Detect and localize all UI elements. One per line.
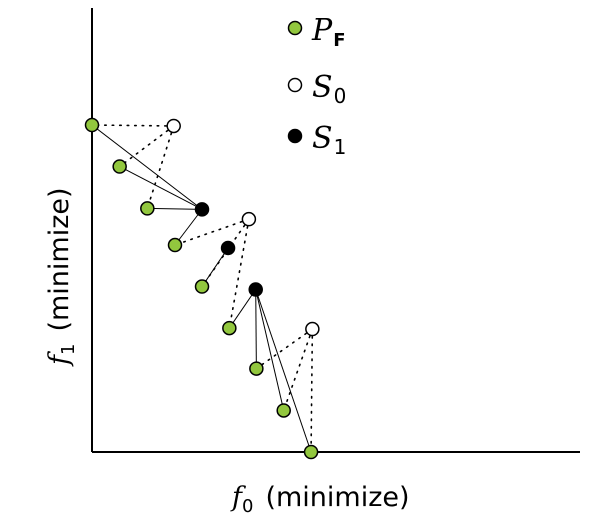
s1-link	[91, 124, 203, 210]
s0-points	[166, 118, 320, 337]
x-axis-label: f0 (minimize)	[230, 482, 410, 517]
s0-link	[255, 328, 314, 370]
s1-point	[248, 282, 263, 297]
pareto-point	[249, 361, 264, 376]
s0-link	[228, 218, 250, 329]
pareto-point	[303, 444, 319, 460]
s1-link	[201, 247, 229, 287]
s0-link	[282, 328, 314, 412]
s1-solid-links	[91, 124, 312, 453]
pareto-point	[194, 279, 210, 294]
s1-link	[255, 289, 312, 453]
legend-marker-pareto	[287, 20, 303, 36]
s0-point	[166, 118, 181, 134]
s0-link	[174, 218, 250, 246]
legend-label-s1: S1	[312, 121, 346, 159]
pareto-point	[112, 159, 127, 174]
pareto-point	[276, 403, 291, 418]
pareto-point	[167, 237, 183, 253]
legend-label-pareto: PF	[311, 13, 345, 51]
s1-points	[194, 202, 263, 297]
pareto-point	[140, 201, 155, 216]
s0-point	[241, 211, 257, 227]
legend-marker-s0	[287, 77, 303, 93]
legend-marker-s1	[287, 128, 303, 144]
s1-point	[220, 240, 236, 256]
y-axis-label: f1(minimize)	[44, 187, 79, 367]
s0-link	[91, 124, 175, 127]
s1-link	[255, 289, 285, 411]
s0-link	[118, 125, 175, 168]
s1-link	[255, 289, 257, 369]
s1-link	[147, 207, 203, 210]
pareto-point	[222, 320, 237, 336]
s1-link	[228, 289, 257, 329]
legend-label-s0: S0	[312, 70, 346, 108]
s1-link	[119, 166, 203, 210]
legend: PF S0 S1	[287, 13, 346, 159]
s1-link	[174, 209, 203, 246]
s0-link	[146, 125, 175, 210]
s1-point	[194, 202, 210, 217]
s0-point	[305, 321, 320, 337]
s0-link	[310, 328, 314, 453]
pareto-point	[84, 117, 100, 133]
pareto-points	[84, 117, 319, 460]
